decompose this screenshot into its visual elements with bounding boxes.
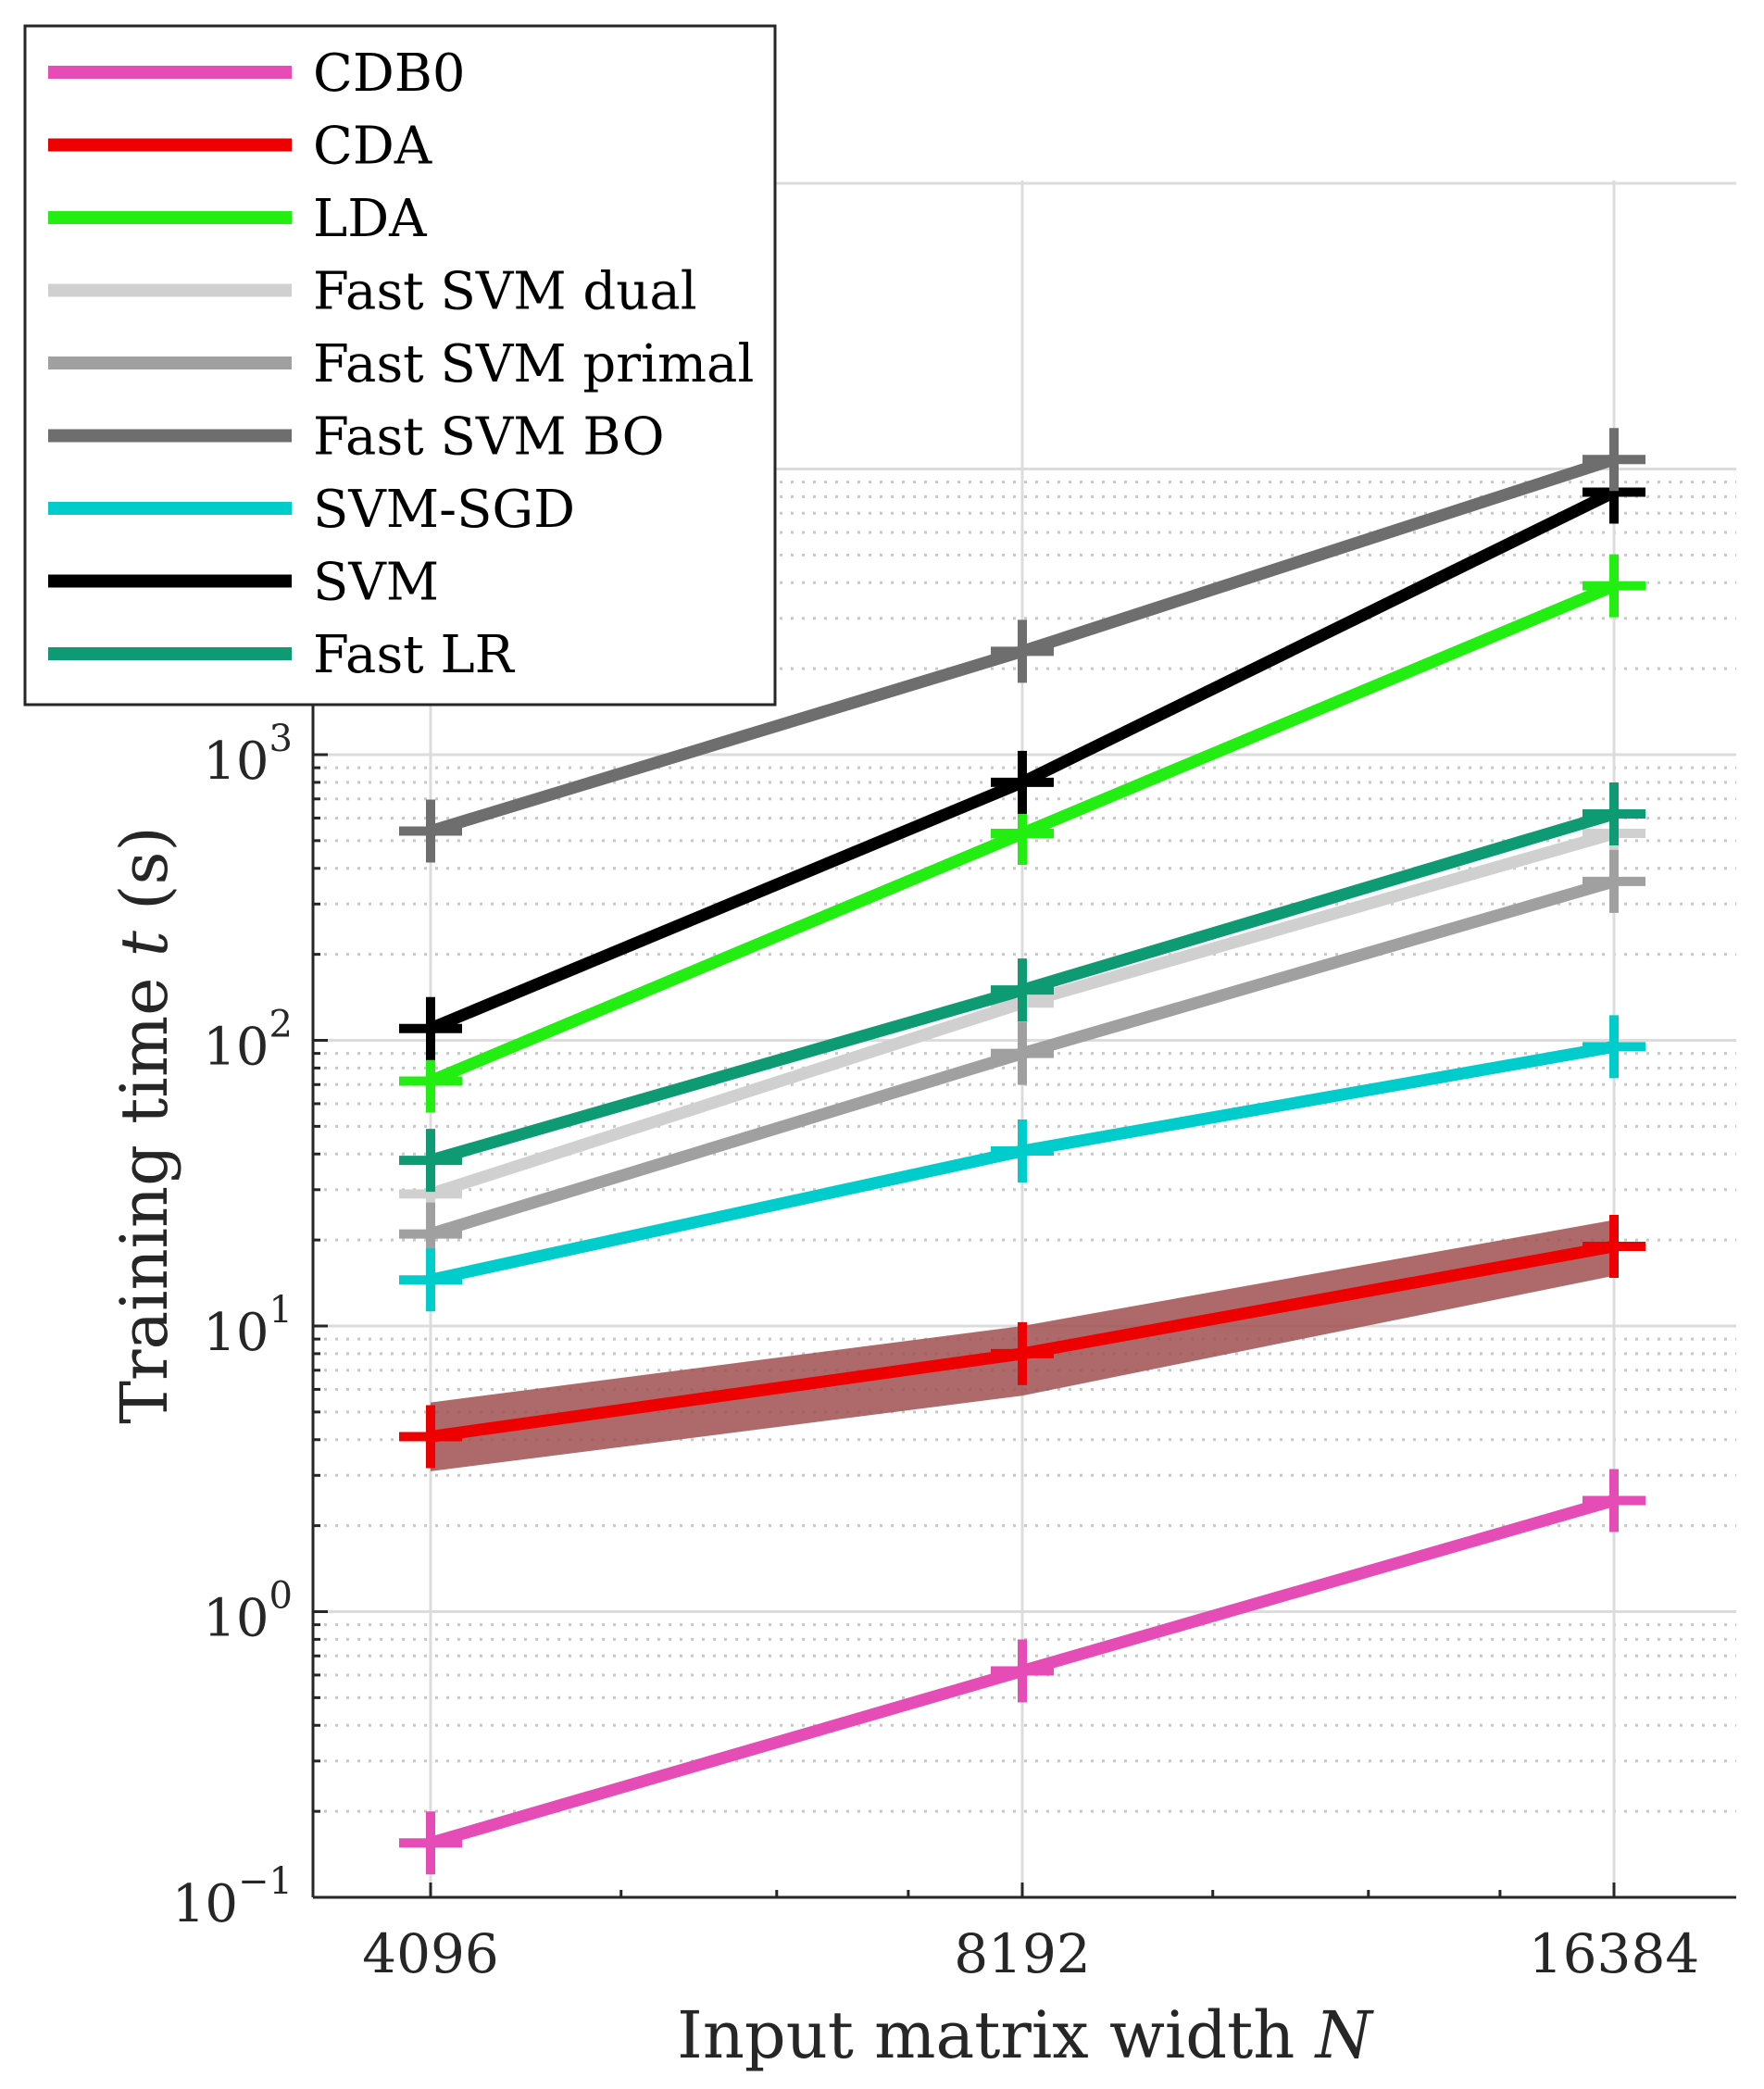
series-fast-svm-bo (399, 428, 1645, 863)
point-svm (399, 996, 462, 1060)
point-cdb0 (399, 1811, 462, 1875)
series-cdb0 (399, 1469, 1645, 1875)
point-cda (1583, 1215, 1645, 1279)
legend-entry-fast-lr: Fast LR (48, 625, 516, 685)
point-lda (399, 1049, 462, 1113)
legend-label: Fast LR (313, 625, 516, 685)
series-svm-sgd (399, 1015, 1645, 1312)
series-svm (399, 460, 1645, 1060)
series-cda (399, 1215, 1645, 1469)
y-tick-label: 100 (203, 1575, 293, 1649)
legend: CDB0 CDA LDA Fast SVM dual Fast SVM primal Fa… (23, 24, 777, 707)
point-cda (991, 1321, 1054, 1385)
legend-label: CDB0 (313, 44, 466, 104)
legend-label: LDA (313, 189, 427, 249)
x-tick-label: 4096 (362, 1922, 499, 1985)
legend-entry-cda: CDA (48, 117, 432, 177)
x-axis-title: Input matrix width N (677, 1997, 1374, 2073)
legend-label: CDA (313, 117, 432, 177)
legend-entry-fast-svm-bo: Fast SVM BO (48, 407, 665, 468)
point-svm-sgd (991, 1119, 1054, 1182)
legend-label: Fast SVM primal (313, 334, 754, 394)
point-cda (399, 1405, 462, 1469)
legend-label: Fast SVM BO (313, 407, 665, 468)
point-fast-svm-bo (399, 799, 462, 863)
legend-label: SVM-SGD (313, 480, 575, 540)
point-lda (1583, 554, 1645, 618)
y-tick-label: 10−1 (172, 1860, 293, 1934)
x-tick-label: 16384 (1529, 1922, 1700, 1985)
series-fast-lr (399, 782, 1645, 1193)
point-cdb0 (991, 1639, 1054, 1703)
point-svm (991, 750, 1054, 814)
axes: 10−1 100 101 102 103 4096 8192 16384 Input matri… (106, 181, 1736, 2073)
legend-entry-cdb0: CDB0 (48, 44, 466, 104)
point-fast-lr (991, 958, 1054, 1022)
y-tick-label: 101 (203, 1289, 293, 1363)
point-fast-svm-primal (991, 1021, 1054, 1085)
point-svm-sgd (1583, 1015, 1645, 1079)
point-fast-svm-bo (1583, 428, 1645, 492)
y-tick-label: 103 (203, 718, 293, 792)
legend-entry-fast-svm-dual: Fast SVM dual (48, 262, 697, 322)
point-fast-svm-bo (991, 619, 1054, 683)
point-fast-lr (399, 1129, 462, 1193)
series-lda (399, 554, 1645, 1113)
point-svm-sgd (399, 1248, 462, 1312)
legend-entry-svm: SVM (48, 553, 439, 613)
legend-entry-svm-sgd: SVM-SGD (48, 480, 575, 540)
legend-label: Fast SVM dual (313, 262, 697, 322)
legend-entry-fast-svm-primal: Fast SVM primal (48, 334, 754, 394)
legend-entry-lda: LDA (48, 189, 427, 249)
point-fast-svm-primal (1583, 849, 1645, 913)
legend-label: SVM (313, 553, 439, 613)
series-lines (399, 428, 1645, 1875)
y-axis-title: Training time t (s) (106, 826, 182, 1423)
point-cdb0 (1583, 1469, 1645, 1532)
series-fast-svm-primal (399, 849, 1645, 1266)
point-fast-lr (1583, 782, 1645, 846)
y-tick-label: 102 (203, 1004, 293, 1078)
x-tick-label: 8192 (954, 1922, 1091, 1985)
